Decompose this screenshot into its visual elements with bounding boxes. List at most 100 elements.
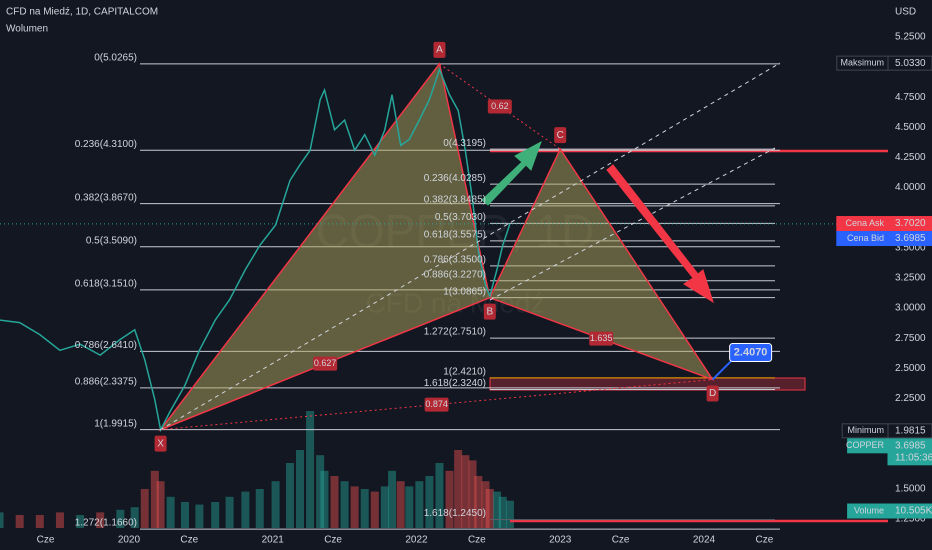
- volume-bar: [55, 512, 64, 528]
- x-tick-label: Cze: [468, 535, 486, 546]
- y-tick-label: 4.7500: [895, 92, 926, 103]
- volume-bar: [306, 411, 315, 528]
- badge-value: 3.6985: [895, 233, 926, 244]
- x-tick-label: 2023: [549, 535, 572, 546]
- y-tick-label: 2.2500: [895, 393, 926, 404]
- point-label: D: [709, 388, 716, 399]
- x-tick-label: 2020: [118, 535, 141, 546]
- point-box: [483, 303, 496, 320]
- y-tick-label: 1.2500: [895, 514, 926, 525]
- volume-bar: [35, 515, 44, 528]
- volume-bar: [285, 463, 294, 528]
- badge-value: 10.505K: [895, 506, 932, 517]
- badge-name: Volume: [854, 505, 884, 515]
- point-box: [154, 435, 167, 452]
- badge-value-box: [887, 438, 932, 466]
- fib-label: 0.886(2.3375): [75, 377, 137, 388]
- volume-bar: [296, 450, 305, 528]
- volume-bar: [481, 481, 490, 528]
- volume-bar: [505, 500, 514, 528]
- point-box: [706, 385, 719, 402]
- x-tick-label: Cze: [37, 535, 55, 546]
- currency: USD: [895, 7, 916, 18]
- badge-name: Cena Bid: [847, 233, 884, 243]
- chart-title: CFD na Miedź, 1D, CAPITALCOM: [6, 7, 158, 18]
- volume-bar: [320, 470, 329, 528]
- fib-label: 0(5.0265): [94, 53, 137, 64]
- volume-bar: [396, 481, 405, 528]
- trend-line: [159, 62, 781, 431]
- fib-label: 1.618(2.3240): [424, 378, 486, 389]
- x-tick-label: Cze: [755, 535, 773, 546]
- volume-bar: [370, 491, 379, 528]
- badge-name: Minimum: [847, 425, 884, 435]
- volume-bar: [181, 502, 190, 528]
- x-tick-label: 2022: [405, 535, 428, 546]
- badge-value-box: [887, 55, 932, 71]
- y-tick-label: 5.2500: [895, 32, 926, 43]
- badge-value: 3.7020: [895, 218, 926, 229]
- fib-label: 0.618(3.1510): [75, 279, 137, 290]
- ratio-box: [424, 397, 449, 412]
- y-tick-label: 2.5000: [895, 363, 926, 374]
- volume-bar: [330, 476, 339, 528]
- ratio-box: [487, 99, 512, 114]
- volume-bar: [195, 504, 204, 528]
- volume-bar: [225, 496, 234, 528]
- volume-bar: [474, 476, 483, 528]
- fib-label: 0.618(3.5575): [424, 230, 486, 241]
- volume-bar: [255, 489, 264, 528]
- fib-label: 0(4.3195): [443, 138, 486, 149]
- volume-bar: [0, 512, 4, 528]
- fib-label: 1.272(2.7510): [424, 327, 486, 338]
- up-arrow: [481, 140, 542, 206]
- volume-bar: [461, 455, 470, 528]
- ratio-label: 0.62: [491, 101, 509, 111]
- volume-bar: [96, 512, 105, 528]
- volume-bar: [340, 481, 349, 528]
- badge-value: 5.0330: [895, 58, 926, 69]
- volume-bar: [211, 502, 220, 528]
- volume-bar: [130, 507, 139, 528]
- volume-bar: [350, 486, 359, 528]
- volume-bar: [360, 489, 369, 528]
- point-label: C: [557, 130, 564, 141]
- y-tick-label: 1.5000: [895, 483, 926, 494]
- volume-bar: [156, 481, 165, 528]
- callout-box: [729, 343, 773, 363]
- drawings: [159, 62, 781, 431]
- chart-subtitle: Wolumen: [6, 24, 48, 35]
- fib-label: 0.786(2.6410): [75, 340, 137, 351]
- y-tick-label: 3.0000: [895, 303, 926, 314]
- ratio-label: 0.627: [314, 358, 337, 368]
- fib-label: 0.382(3.8485): [424, 195, 486, 206]
- volume-bar: [271, 481, 280, 528]
- volume-bar: [492, 491, 501, 528]
- fib-label: 0.5(3.5090): [86, 235, 137, 246]
- x-tick-label: Cze: [612, 535, 630, 546]
- callout-label: 2.4070: [734, 346, 768, 358]
- countdown: 11:05:36: [895, 452, 932, 463]
- fib-label: 1(3.0865): [443, 286, 486, 297]
- y-tick-label: 4.0000: [895, 182, 926, 193]
- volume-bar: [380, 486, 389, 528]
- y-tick-label: 2.7500: [895, 333, 926, 344]
- volume-bar: [454, 450, 463, 528]
- fib-label: 0.382(3.8670): [75, 192, 137, 203]
- badge-value-box: [887, 231, 932, 247]
- fib-label: 1(2.4210): [443, 367, 486, 378]
- volume-bar: [405, 486, 414, 528]
- label-layer: CFD na Miedź, 1D, CAPITALCOM Wolumen 0(5…: [6, 7, 773, 529]
- y-tick-label: 3.5000: [895, 242, 926, 253]
- badge-value-box: [887, 503, 932, 519]
- badge-value: 1.9815: [895, 425, 926, 436]
- volume-bar: [316, 455, 325, 528]
- y-tick-label: 3.2500: [895, 273, 926, 284]
- badge-value: 3.6985: [895, 440, 926, 451]
- ratio-box: [589, 331, 614, 346]
- x-tick-label: Cze: [180, 535, 198, 546]
- y-tick-label: 4.2500: [895, 152, 926, 163]
- badge-name: COPPER: [846, 440, 885, 450]
- point-box: [433, 41, 446, 58]
